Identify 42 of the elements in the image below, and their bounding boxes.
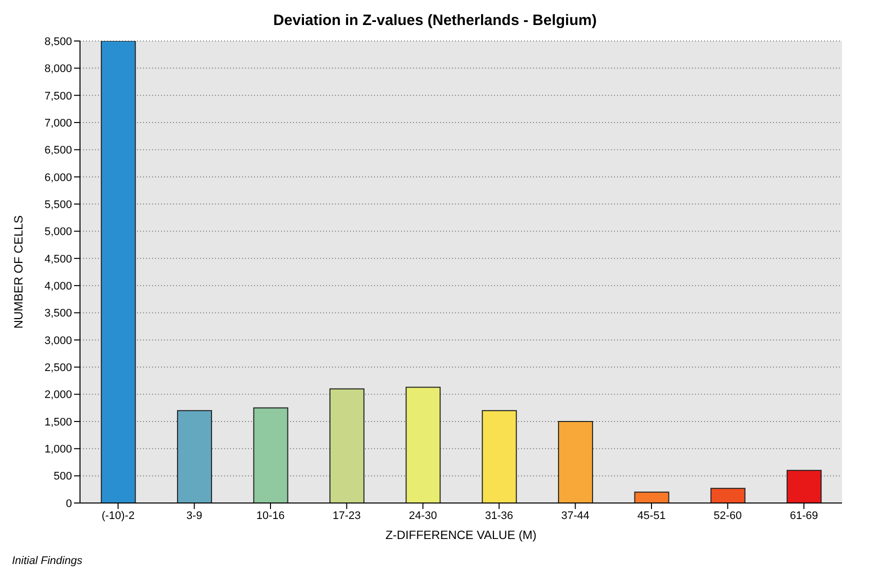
y-axis-title: NUMBER OF CELLS [11,215,26,329]
y-tick-label: 500 [54,470,72,483]
x-tick-label: (-10)-2 [102,510,135,522]
y-tick-label: 2,500 [44,362,72,374]
x-tick-label: 45-51 [637,510,666,522]
x-tick-label: 3-9 [186,510,202,522]
y-tick-label: 5,000 [44,226,72,238]
bar [329,388,364,503]
x-tick-label: 52-60 [714,510,742,522]
y-tick-label: 3,000 [44,334,72,347]
y-tick-label: 4,500 [44,253,72,266]
y-tick-label: 8,000 [44,63,72,76]
y-tick-label: 7,000 [44,117,72,130]
bar [710,488,746,503]
x-tick-label: 24-30 [408,510,437,522]
bar [482,410,517,503]
y-tick-label: 7,500 [44,90,72,102]
y-tick-label: 8,500 [44,36,72,48]
y-tick-label: 5,500 [44,198,72,211]
bar [177,410,212,503]
bar [253,407,288,503]
bar [634,492,670,503]
y-tick-label: 6,000 [44,172,72,184]
bar [100,41,136,503]
y-tick-label: 0 [66,498,72,510]
text: Initial Findings [12,555,82,567]
chart-title: Deviation in Z-values (Netherlands - Belgium) [272,11,598,29]
bar [406,386,441,503]
bar [786,470,822,503]
x-axis-title: Z-DIFFERENCE VALUE (M) [385,528,537,542]
x-tick-label: 10-16 [256,510,285,522]
y-tick-label: 6,500 [44,144,72,157]
y-tick-label: 1,500 [44,416,72,428]
x-tick-label: 61-69 [790,510,818,522]
x-tick-label: 31-36 [485,510,514,522]
y-tick-label: 1,000 [44,444,72,456]
y-tick-label: 3,500 [44,308,72,320]
bar [558,420,594,503]
x-tick-label: 17-23 [332,510,361,522]
x-tick-label: 37-44 [561,510,590,522]
y-tick-label: 2,000 [44,389,72,402]
y-tick-label: 4,000 [44,280,72,292]
